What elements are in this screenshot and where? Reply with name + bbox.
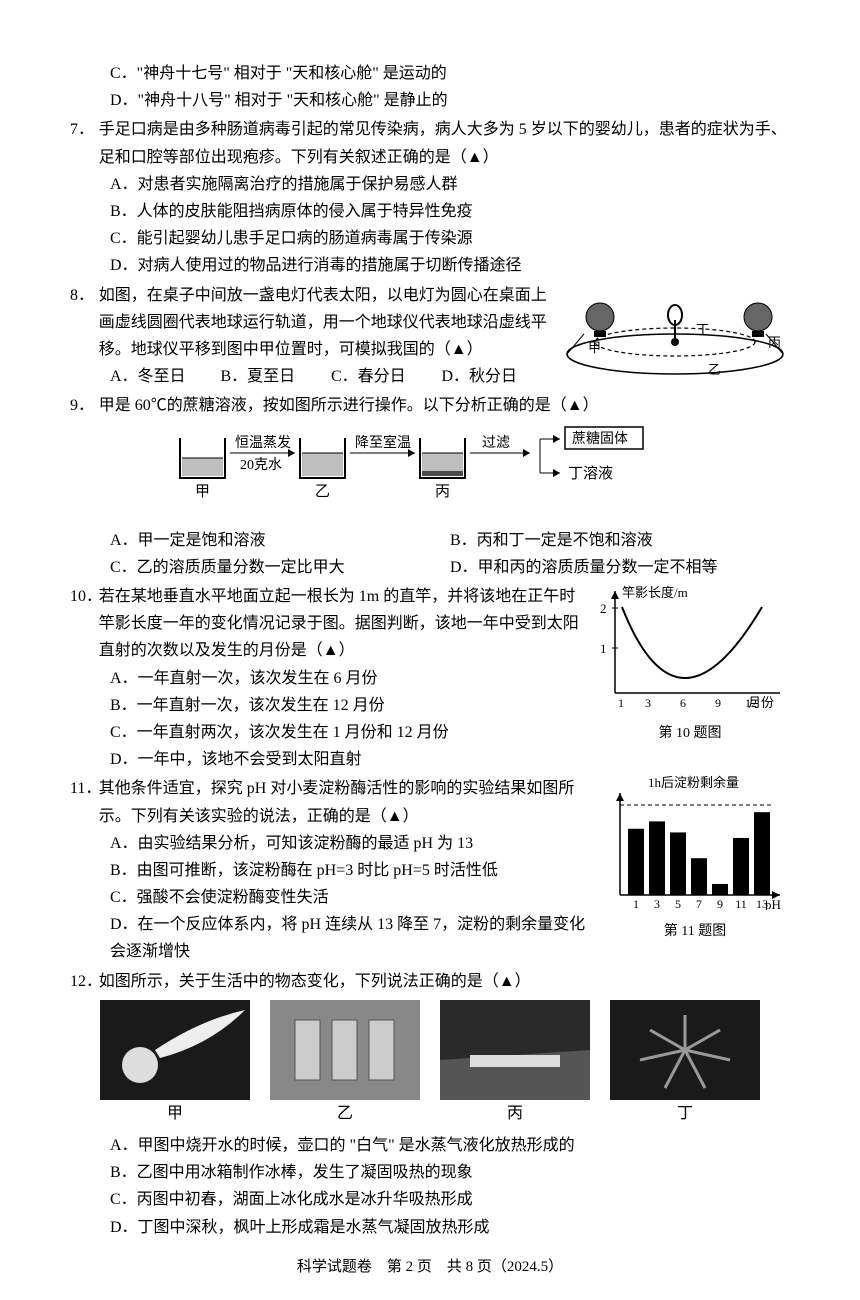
q11-caption: 第 11 题图	[600, 920, 790, 944]
q12-photos: 甲 乙 丙 丁	[90, 1000, 770, 1127]
pre-option-d: D．"神舟十八号" 相对于 "天和核心舱" 是静止的	[70, 87, 790, 114]
svg-text:20克水: 20克水	[240, 457, 282, 473]
q12-opt-a: A．甲图中烧开水的时候，壶口的 "白气" 是水蒸气液化放热形成的	[70, 1132, 790, 1159]
q7-num: 7．	[70, 116, 94, 143]
q9-opt-a: A．甲一定是饱和溶液	[110, 527, 450, 554]
svg-text:9: 9	[717, 897, 723, 910]
question-7: 7． 手足口病是由多种肠道病毒引起的常见传染病，病人大多为 5 岁以下的婴幼儿，…	[70, 116, 790, 279]
svg-text:9: 9	[715, 696, 721, 710]
svg-text:6: 6	[680, 696, 686, 710]
q8-opt-b: B．夏至日	[221, 363, 332, 390]
q8-opt-c: C．春分日	[331, 363, 442, 390]
question-11: 1h后淀粉剩余量 135791113 pH 第 11 题图 11． 其他条件适宜…	[70, 775, 790, 965]
q9-flow-diagram: 甲 恒温蒸发 20克水 乙 降至室温	[70, 423, 790, 522]
svg-text:过滤: 过滤	[482, 435, 510, 451]
q11-num: 11．	[70, 775, 101, 802]
q12-opt-d: D．丁图中深秋，枫叶上形成霜是水蒸气凝固放热形成	[70, 1214, 790, 1241]
q8-opt-a: A．冬至日	[110, 363, 221, 390]
svg-text:丙: 丙	[435, 484, 450, 500]
q7-opt-d: D．对病人使用过的物品进行消毒的措施属于切断传播途径	[70, 252, 790, 279]
page-footer: 科学试题卷 第 2 页 共 8 页（2024.5）	[70, 1255, 790, 1281]
q10-opt-d: D．一年中，该地不会受到太阳直射	[70, 746, 790, 773]
svg-text:恒温蒸发: 恒温蒸发	[235, 435, 291, 451]
svg-text:丁溶液: 丁溶液	[568, 465, 613, 482]
q8-stem: 如图，在桌子中间放一盏电灯代表太阳，以电灯为圆心在桌面上画虚线圆圈代表地球运行轨…	[99, 287, 547, 358]
q12-opt-b: B．乙图中用冰箱制作冰棒，发生了凝固吸热的现象	[70, 1159, 790, 1186]
svg-text:11: 11	[735, 897, 747, 910]
svg-text:蔗糖固体: 蔗糖固体	[572, 431, 628, 447]
svg-text:甲: 甲	[195, 484, 210, 500]
question-9: 9． 甲是 60℃的蔗糖溶液，按如图所示进行操作。以下分析正确的是（▲） 甲 恒…	[70, 392, 790, 581]
q9-opt-d: D．甲和丙的溶质质量分数一定不相等	[450, 554, 790, 581]
svg-text:降至室温: 降至室温	[355, 434, 411, 451]
svg-text:7: 7	[696, 897, 702, 910]
q8-opt-d: D．秋分日	[442, 363, 553, 390]
question-8: 甲 丁 丙 乙 8． 如图，在桌子中间放一盏电灯代表太阳，以电灯为圆心在桌面上画…	[70, 282, 790, 391]
q7-opt-b: B．人体的皮肤能阻挡病原体的侵入属于特异性免疫	[70, 198, 790, 225]
q12-label-yi: 乙	[270, 1100, 420, 1127]
svg-text:12: 12	[745, 696, 757, 710]
q8-num: 8．	[70, 282, 94, 309]
svg-text:3: 3	[654, 897, 660, 910]
q12-num: 12．	[70, 968, 102, 995]
q12-opt-c: C．丙图中初春，湖面上冰化成水是冰升华吸热形成	[70, 1186, 790, 1213]
q9-opt-c: C．乙的溶质质量分数一定比甲大	[110, 554, 450, 581]
q12-photo-ding	[610, 1000, 760, 1100]
question-10: 竿影长度/m 月份 1 2 1 3 6 9 12 第 10 题图 10． 若在某…	[70, 583, 790, 773]
svg-text:乙: 乙	[315, 484, 330, 500]
q7-stem: 手足口病是由多种肠道病毒引起的常见传染病，病人大多为 5 岁以下的婴幼儿，患者的…	[99, 121, 787, 165]
q10-caption: 第 10 题图	[590, 722, 790, 746]
svg-text:pH: pH	[765, 897, 781, 910]
pre-option-c: C．"神舟十七号" 相对于 "天和核心舱" 是运动的	[70, 60, 790, 87]
q9-num: 9．	[70, 392, 94, 419]
q11-stem: 其他条件适宜，探究 pH 对小麦淀粉酶活性的影响的实验结果如图所示。下列有关该实…	[99, 780, 575, 824]
q12-photo-jia	[100, 1000, 250, 1100]
q12-label-bing: 丙	[440, 1100, 590, 1127]
svg-text:5: 5	[675, 897, 681, 910]
q12-photo-yi	[270, 1000, 420, 1100]
q7-opt-a: A．对患者实施隔离治疗的措施属于保护易感人群	[70, 171, 790, 198]
q12-stem: 如图所示，关于生活中的物态变化，下列说法正确的是（▲）	[99, 973, 531, 990]
svg-text:3: 3	[645, 696, 651, 710]
q7-opt-c: C．能引起婴幼儿患手足口病的肠道病毒属于传染源	[70, 225, 790, 252]
q10-num: 10．	[70, 583, 102, 610]
q12-photo-bing	[440, 1000, 590, 1100]
q12-label-ding: 丁	[610, 1100, 760, 1127]
question-12: 12． 如图所示，关于生活中的物态变化，下列说法正确的是（▲） 甲 乙 丙 丁	[70, 968, 790, 1241]
q10-stem: 若在某地垂直水平地面立起一根长为 1m 的直竿，并将该地在正午时竿影长度一年的变…	[99, 588, 579, 659]
svg-text:1: 1	[618, 696, 624, 710]
svg-text:1: 1	[633, 897, 639, 910]
q12-label-jia: 甲	[100, 1100, 250, 1127]
q9-opt-b: B．丙和丁一定是不饱和溶液	[450, 527, 790, 554]
q9-stem: 甲是 60℃的蔗糖溶液，按如图所示进行操作。以下分析正确的是（▲）	[99, 397, 599, 414]
svg-text:乙: 乙	[708, 362, 721, 377]
